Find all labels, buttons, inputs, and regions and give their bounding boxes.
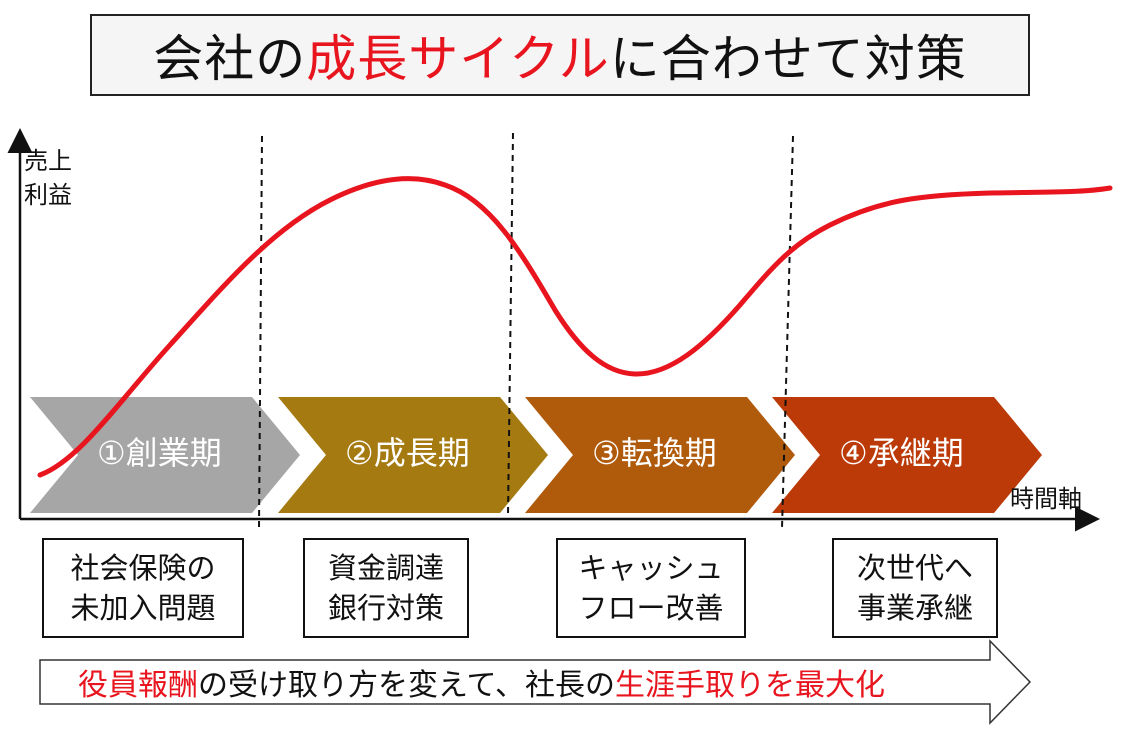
phase-label-4: ④承継期 (839, 434, 964, 472)
bottom-middle-text: の受け取り方を変えて、社長の (198, 668, 615, 703)
phase-chevron-4 (772, 397, 1042, 513)
note-3-line1: キャッシュ (578, 551, 724, 585)
title-highlight: 成長サイクル (306, 30, 610, 88)
y-axis-label-line2: 利益 (24, 181, 72, 209)
bottom-banner-text: 役員報酬の受け取り方を変えて、社長の生涯手取りを最大化 (78, 660, 885, 704)
bottom-arrow-shape (39, 639, 1032, 725)
page-title: 会社の成長サイクルに合わせて対策 (153, 19, 967, 91)
note-3-line2: フロー改善 (578, 591, 724, 625)
phase-divider-2 (507, 132, 514, 516)
phase-chevron-3 (525, 397, 795, 513)
phase-label-3: ③転換期 (592, 434, 717, 472)
note-4-line1: 次世代へ (856, 551, 973, 585)
note-1-line1: 社会保険の (70, 551, 216, 585)
phase-label-1: ①創業期 (97, 434, 222, 472)
growth-curve (37, 176, 1113, 478)
phase-chevron-2 (278, 397, 548, 513)
title-box: 会社の成長サイクルに合わせて対策 (90, 14, 1030, 96)
phase-divider-3 (781, 135, 794, 529)
note-box-4: 次世代へ 事業承継 (832, 538, 998, 638)
note-2-line1: 資金調達 (327, 551, 444, 585)
note-4-line2: 事業承継 (856, 591, 973, 625)
note-1-line2: 未加入問題 (70, 591, 216, 625)
note-box-2: 資金調達 銀行対策 (303, 538, 469, 638)
title-part1: 会社の (153, 30, 307, 88)
phase-label-2: ②成長期 (345, 434, 470, 472)
note-box-3: キャッシュ フロー改善 (556, 538, 746, 638)
x-axis-label: 時間軸 (1010, 485, 1082, 513)
title-part2: に合わせて対策 (609, 30, 967, 88)
y-axis-label-line1: 売上 (24, 147, 72, 175)
note-box-1: 社会保険の 未加入問題 (42, 538, 244, 638)
note-2-line2: 銀行対策 (327, 591, 444, 625)
y-axis-label: 売上 利益 (24, 144, 72, 212)
bottom-highlight-2: 生涯手取りを最大化 (615, 668, 885, 703)
bottom-highlight-1: 役員報酬 (78, 668, 198, 703)
